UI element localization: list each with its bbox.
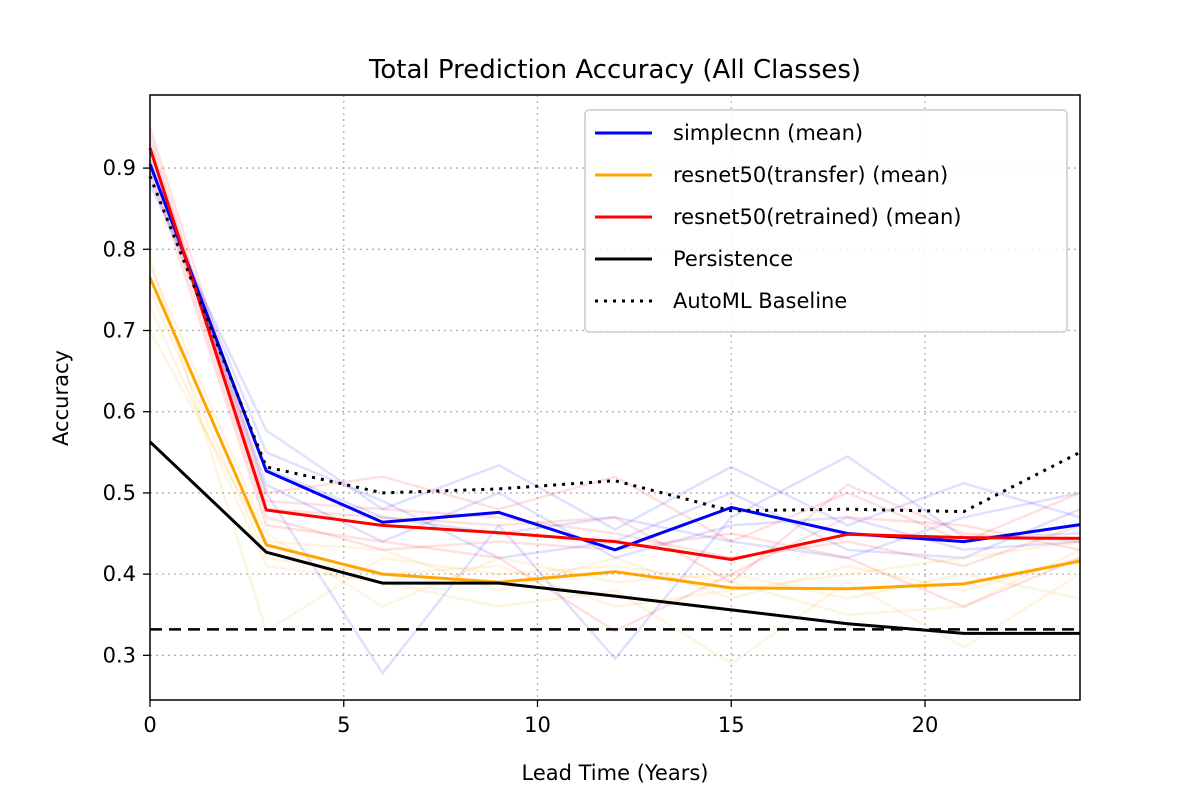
series-line-1 <box>148 277 1081 591</box>
y-tick-label: 0.6 <box>103 400 136 424</box>
x-tick-label: 15 <box>718 713 745 737</box>
series-line-2 <box>148 147 1081 561</box>
y-tick-label: 0.5 <box>103 481 136 505</box>
plot-frame <box>149 94 1081 701</box>
y-tick-label: 0.7 <box>103 319 136 343</box>
x-tick-label: 10 <box>524 713 551 737</box>
member-run-line <box>148 265 1081 608</box>
member-run-line <box>148 257 1081 633</box>
series-line-3 <box>148 440 1080 635</box>
series-layer <box>148 147 1081 635</box>
member-run-line <box>148 183 1081 531</box>
chart-title: Total Prediction Accuracy (All Classes) <box>368 55 861 85</box>
legend-label: resnet50(transfer) (mean) <box>673 163 948 187</box>
member-run-line <box>148 305 1081 665</box>
legend-label: Persistence <box>673 247 793 271</box>
legend-box <box>584 109 1068 333</box>
x-tick-label: 5 <box>337 713 350 737</box>
member-run-line <box>148 175 1081 560</box>
y-tick-label: 0.9 <box>103 156 136 180</box>
series-line-4 <box>148 175 1081 514</box>
tick-layer: 0 5 10 15 20 0.3 0.4 0.5 0.6 0.7 0.8 0.9 <box>103 156 939 737</box>
x-tick-label: 20 <box>912 713 939 737</box>
y-tick-label: 0.8 <box>103 237 136 261</box>
y-tick-label: 0.3 <box>103 643 136 667</box>
legend-label: simplecnn (mean) <box>673 121 863 145</box>
member-run-line <box>148 143 1081 568</box>
member-runs-layer <box>148 127 1081 675</box>
member-run-line <box>148 135 1081 584</box>
y-tick-label: 0.4 <box>103 562 136 586</box>
legend-label: AutoML Baseline <box>673 289 847 313</box>
x-axis-title: Lead Time (Years) <box>522 761 709 785</box>
x-tick-label: 0 <box>143 713 156 737</box>
member-run-line <box>148 151 1081 675</box>
legend-label: resnet50(retrained) (mean) <box>673 205 961 229</box>
y-axis-title: Accuracy <box>49 350 73 446</box>
legend: simplecnn (mean) resnet50(transfer) (mean… <box>584 109 1068 333</box>
series-line-0 <box>148 163 1081 552</box>
member-run-line <box>148 167 1081 633</box>
member-run-line <box>148 329 1081 600</box>
